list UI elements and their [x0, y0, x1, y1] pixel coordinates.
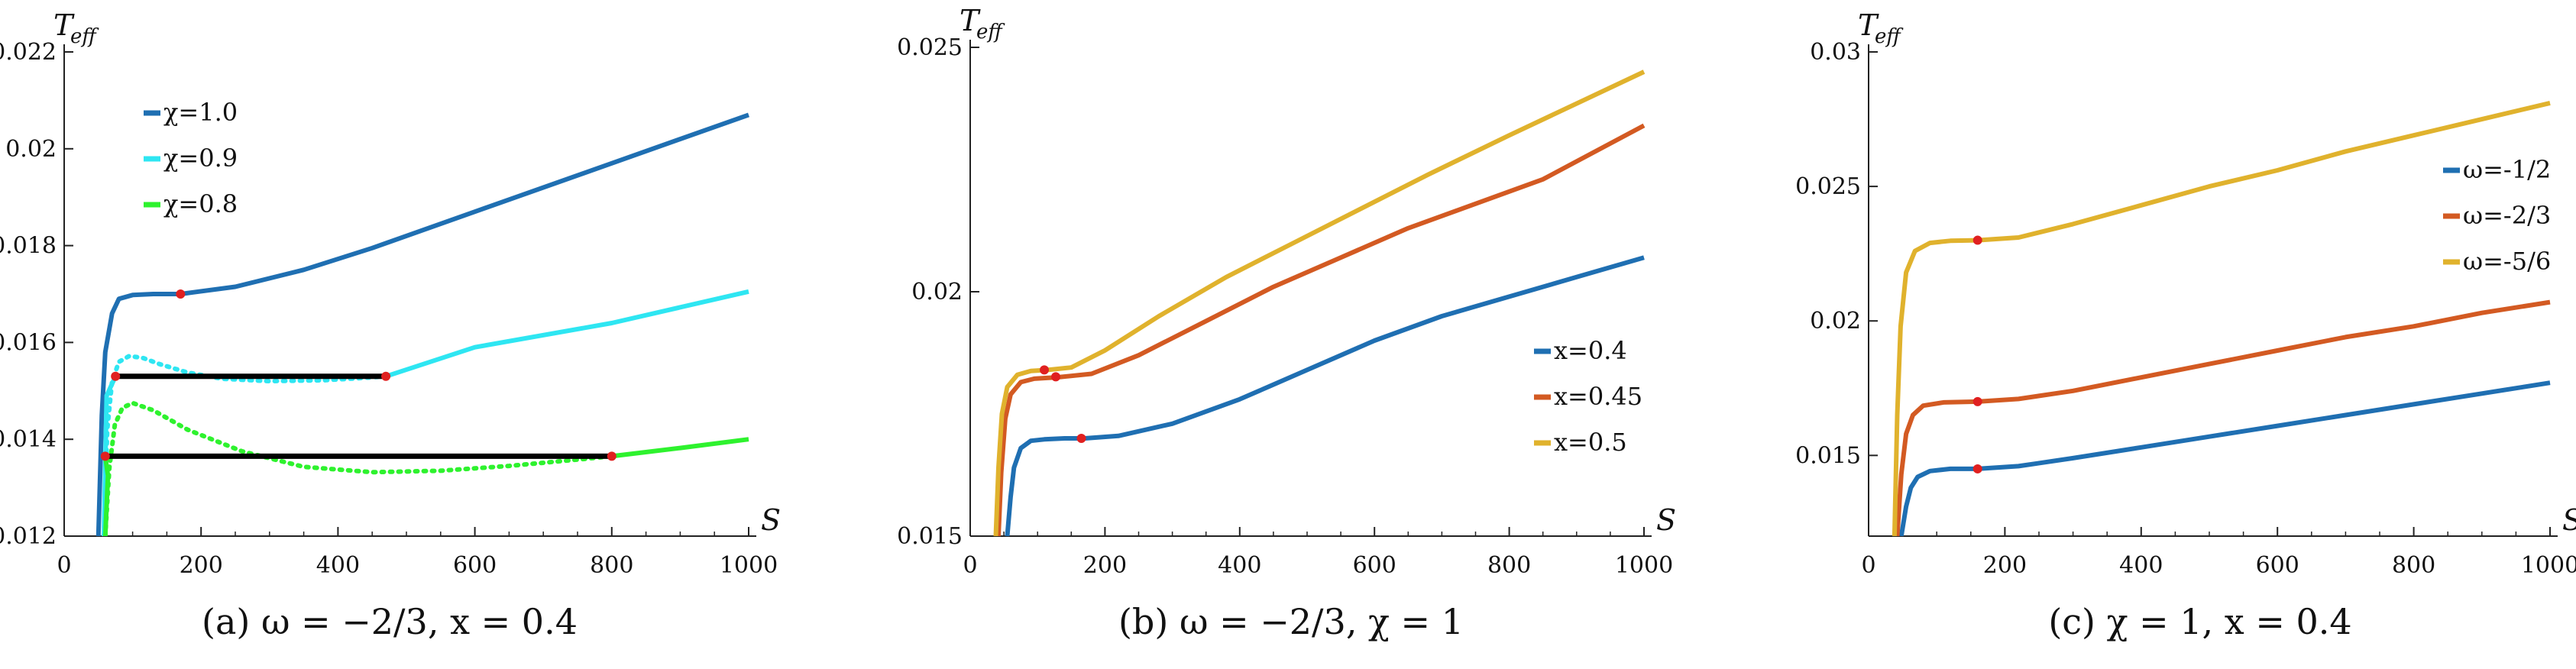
series-line — [1005, 255, 1645, 536]
x-tick-label: 400 — [2119, 552, 2163, 579]
critical-point — [1972, 396, 1982, 406]
legend-label: ω=-5/6 — [2463, 247, 2551, 276]
legend-label: χ=0.9 — [163, 144, 238, 173]
x-tick-label: 1000 — [2521, 552, 2576, 579]
maxwell-endpoint — [607, 451, 616, 461]
x-tick-label: 0 — [963, 552, 977, 579]
series-unstable-branch — [102, 400, 614, 536]
series-line — [1898, 380, 2551, 536]
x-tick-label: 600 — [1353, 552, 1396, 579]
x-axis-label: S — [2562, 503, 2576, 537]
panel-caption: (c) χ = 1, x = 0.4 — [2048, 601, 2351, 642]
y-tick-label: 0.02 — [911, 279, 963, 305]
y-tick-label: 0.018 — [0, 233, 57, 260]
critical-point — [1051, 372, 1061, 382]
critical-point — [1040, 365, 1050, 375]
panel-caption: (a) ω = −2/3, x = 0.4 — [202, 601, 578, 642]
legend-label: x=0.5 — [1554, 428, 1627, 457]
y-tick-label: 0.025 — [897, 34, 963, 61]
x-tick-label: 800 — [2392, 552, 2435, 579]
y-axis-label-subscript: eff — [976, 21, 1005, 44]
series-stable-rise — [102, 455, 111, 536]
chart-panel-3: 0 200 400 600 800 1000 0.015 0.02 0.025 0.03 S Teff… — [1795, 8, 2576, 642]
y-tick-label: 0.02 — [1810, 308, 1861, 334]
series-line — [1895, 299, 2551, 536]
y-tick-label: 0.03 — [1810, 39, 1861, 66]
y-axis-label: T — [53, 8, 75, 42]
x-tick-label: 400 — [316, 552, 360, 579]
x-tick-label: 0 — [1861, 552, 1875, 579]
x-axis-label: S — [761, 503, 781, 537]
series-line — [611, 437, 749, 459]
critical-point — [1972, 235, 1982, 245]
series-line — [1892, 100, 2551, 536]
chart-panel-1: 0 200 400 600 800 1000 0.012 0.014 0.016 0.018 0.0… — [0, 8, 781, 642]
critical-point — [176, 289, 186, 299]
maxwell-endpoint — [100, 451, 110, 461]
x-tick-label: 600 — [2256, 552, 2299, 579]
legend-label: ω=-1/2 — [2463, 155, 2551, 184]
series-unstable-branch — [102, 354, 389, 536]
y-tick-label: 0.016 — [0, 329, 57, 356]
series-stable-rise — [102, 375, 118, 536]
y-tick-label: 0.022 — [0, 39, 57, 66]
x-tick-label: 0 — [57, 552, 71, 579]
y-tick-label: 0.02 — [5, 136, 57, 163]
x-tick-label: 800 — [1487, 552, 1531, 579]
y-axis-label-subscript: eff — [1875, 25, 1904, 48]
x-tick-label: 800 — [590, 552, 633, 579]
x-axis-label: S — [1656, 503, 1676, 537]
y-tick-label: 0.012 — [0, 523, 57, 550]
x-tick-label: 1000 — [720, 552, 778, 579]
legend-label: x=0.45 — [1554, 382, 1642, 411]
x-tick-label: 200 — [1083, 552, 1127, 579]
legend-label: x=0.4 — [1554, 336, 1627, 365]
y-tick-label: 0.015 — [1795, 442, 1861, 469]
x-tick-label: 200 — [180, 552, 223, 579]
x-tick-label: 200 — [1983, 552, 2027, 579]
critical-point — [1972, 464, 1982, 473]
y-tick-label: 0.014 — [0, 426, 57, 453]
x-tick-label: 400 — [1218, 552, 1261, 579]
y-tick-label: 0.025 — [1795, 173, 1861, 200]
panel-caption: (b) ω = −2/3, χ = 1 — [1118, 601, 1464, 642]
series-line — [993, 69, 1646, 536]
critical-point — [1076, 434, 1086, 443]
y-axis-label-subscript: eff — [70, 25, 99, 48]
series-line — [385, 289, 749, 379]
series-line — [95, 112, 750, 536]
x-tick-label: 600 — [453, 552, 497, 579]
y-tick-label: 0.015 — [897, 523, 963, 550]
maxwell-endpoint — [381, 371, 391, 381]
y-axis-label: T — [1858, 8, 1879, 42]
legend-label: χ=1.0 — [163, 98, 238, 127]
y-axis-label: T — [960, 4, 981, 37]
series-line — [996, 123, 1646, 536]
legend-label: ω=-2/3 — [2463, 201, 2551, 230]
legend-label: χ=0.8 — [163, 189, 238, 218]
x-tick-label: 1000 — [1615, 552, 1673, 579]
maxwell-endpoint — [111, 371, 121, 381]
